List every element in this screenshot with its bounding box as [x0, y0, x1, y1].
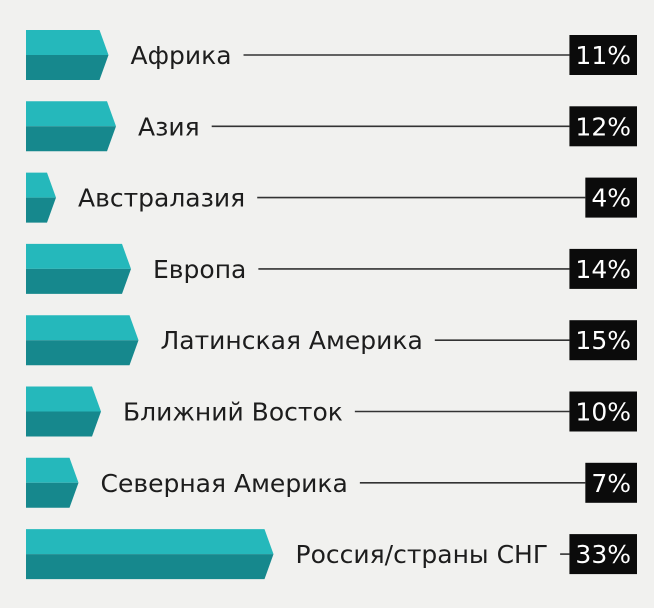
bar-top: [26, 386, 101, 412]
value-badges-layer: 11% 12% 4% 14% 15% 10% 7% 33%: [569, 35, 637, 575]
bar-bottom: [26, 554, 274, 580]
bar-top: [26, 30, 109, 55]
value-badge: 10%: [569, 391, 637, 432]
bar-bottom: [26, 482, 79, 508]
value-label: 33%: [575, 540, 631, 569]
value-badge-bg: [569, 534, 637, 575]
category-label: Европа: [153, 255, 246, 284]
value-badge: 4%: [585, 177, 637, 218]
bars-layer: [26, 30, 274, 580]
bar: [26, 315, 139, 366]
bar-top: [26, 315, 139, 341]
value-badge-bg: [569, 391, 637, 432]
bar: [26, 529, 274, 580]
bar: [26, 243, 131, 294]
category-label: Азия: [138, 112, 200, 141]
value-label: 10%: [575, 398, 631, 427]
leader-lines-layer: [211, 54, 586, 555]
bar: [26, 457, 79, 508]
value-badge-bg: [569, 35, 637, 75]
value-badge: 15%: [569, 320, 637, 361]
value-badge: 7%: [585, 462, 637, 503]
category-label: Ближний Восток: [123, 398, 343, 427]
value-badge-bg: [569, 320, 637, 361]
value-badge-bg: [569, 106, 637, 147]
bar-top: [26, 172, 56, 198]
category-label: Африка: [131, 41, 232, 70]
value-label: 12%: [575, 112, 631, 141]
value-badge: 33%: [569, 534, 637, 575]
value-badge-bg: [569, 248, 637, 289]
value-label: 4%: [591, 184, 631, 213]
category-label: Северная Америка: [101, 469, 348, 498]
category-labels-layer: Африка Азия Австралазия Европа Латинская Аме…: [78, 41, 548, 569]
bar-bottom: [26, 197, 56, 223]
bar-top: [26, 529, 274, 555]
value-badge-bg: [585, 177, 637, 218]
value-label: 11%: [575, 41, 631, 70]
bar: [26, 386, 101, 437]
value-label: 14%: [575, 255, 631, 284]
bar-top: [26, 243, 131, 269]
value-label: 15%: [575, 326, 631, 355]
bar-bottom: [26, 268, 131, 294]
bar: [26, 30, 109, 80]
category-label: Латинская Америка: [161, 326, 423, 355]
bar-bottom: [26, 411, 101, 437]
value-badge: 12%: [569, 106, 637, 147]
bar-bottom: [26, 126, 116, 152]
value-badge-bg: [585, 462, 637, 503]
category-label: Россия/страны СНГ: [296, 540, 549, 569]
bar: [26, 172, 56, 223]
bar: [26, 101, 116, 152]
category-label: Австралазия: [78, 184, 245, 213]
bar-top: [26, 101, 116, 127]
value-badge: 11%: [569, 35, 637, 75]
bar-bottom: [26, 340, 139, 366]
value-label: 7%: [591, 469, 631, 498]
bar-bottom: [26, 55, 109, 80]
value-badge: 14%: [569, 248, 637, 289]
bar-top: [26, 457, 79, 483]
